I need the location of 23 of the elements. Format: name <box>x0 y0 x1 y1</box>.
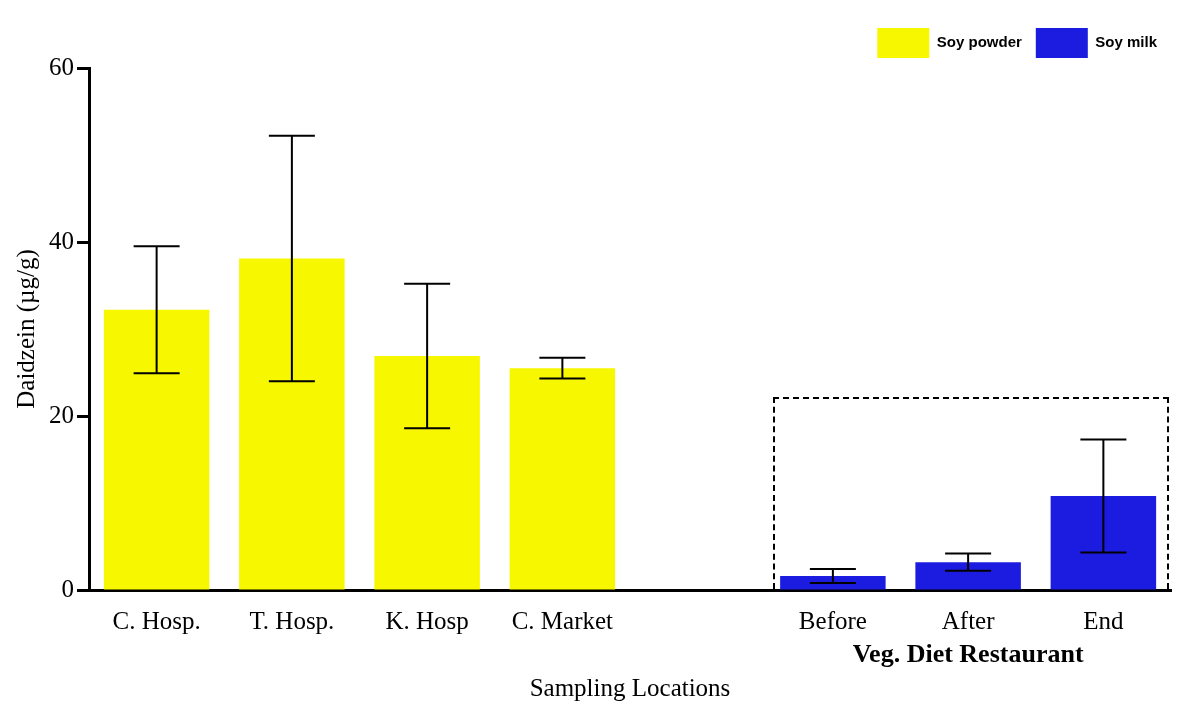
x-tick-label: After <box>941 606 996 634</box>
bar <box>1050 496 1157 590</box>
y-tick-label: 60 <box>49 52 74 80</box>
x-tick-label: C. Market <box>511 606 614 634</box>
x-tick-label: End <box>1083 606 1125 634</box>
legend-label: Soy powder <box>936 33 1022 51</box>
bar <box>509 368 616 590</box>
x-tick-label: T. Hosp. <box>249 606 335 634</box>
y-tick-label: 20 <box>49 400 74 428</box>
y-tick-label: 40 <box>49 226 74 254</box>
text: Veg. Diet Restaurant <box>852 638 1084 668</box>
x-tick-label: Before <box>798 606 867 634</box>
y-axis-title: Daidzein (µg/g) <box>11 249 40 409</box>
bar <box>239 258 345 590</box>
x-tick-label: K. Hosp <box>385 606 469 634</box>
legend-label: Soy milk <box>1095 33 1158 51</box>
bar <box>915 562 1021 590</box>
bar <box>374 355 480 590</box>
bar <box>780 576 886 590</box>
x-axis-title: Sampling Locations <box>529 673 731 701</box>
bar <box>103 309 210 590</box>
x-tick-label: C. Hosp. <box>112 606 201 634</box>
y-tick-label: 0 <box>61 574 74 602</box>
